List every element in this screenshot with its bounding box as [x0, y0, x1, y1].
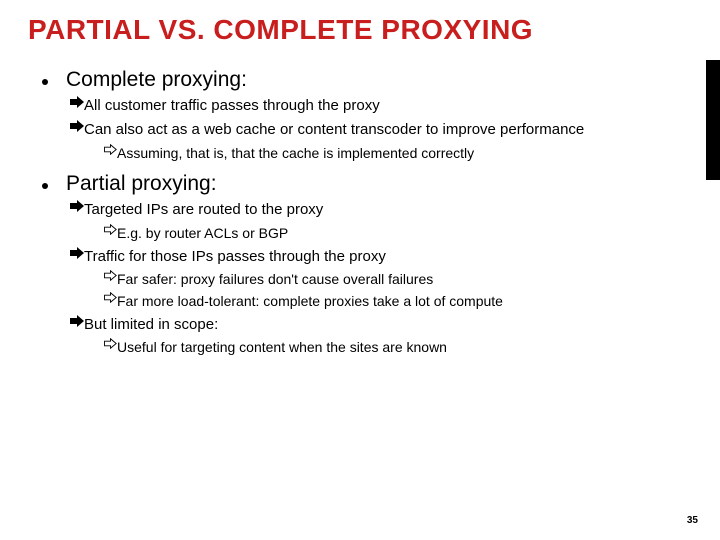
arrow-solid-icon [70, 247, 84, 259]
sub-bullet-text: Far more load-tolerant: complete proxies… [117, 292, 503, 311]
section-heading-text: Complete proxying: [66, 68, 247, 92]
bullet-item: Can also act as a web cache or content t… [70, 120, 692, 140]
bullet-text: But limited in scope: [84, 315, 218, 335]
sub-bullet-item: Far safer: proxy failures don't cause ov… [104, 270, 692, 289]
bullet-dot-icon [42, 183, 48, 189]
sub-bullet-text: E.g. by router ACLs or BGP [117, 224, 288, 243]
bullet-item: Traffic for those IPs passes through the… [70, 247, 692, 267]
arrow-outline-icon [104, 338, 117, 349]
arrow-outline-icon [104, 270, 117, 281]
sub-bullet-text: Far safer: proxy failures don't cause ov… [117, 270, 433, 289]
bullet-text: Targeted IPs are routed to the proxy [84, 200, 323, 220]
bullet-dot-icon [42, 79, 48, 85]
arrow-solid-icon [70, 315, 84, 327]
slide-container: PARTIAL VS. COMPLETE PROXYING Complete p… [0, 0, 720, 367]
arrow-solid-icon [70, 96, 84, 108]
section-heading: Complete proxying: [34, 68, 692, 92]
slide-content: Complete proxying: All customer traffic … [28, 68, 692, 357]
sub-bullet-text: Useful for targeting content when the si… [117, 338, 447, 357]
section-heading-text: Partial proxying: [66, 172, 217, 196]
bullet-text: All customer traffic passes through the … [84, 96, 380, 116]
accent-bar [706, 60, 720, 180]
arrow-outline-icon [104, 144, 117, 155]
slide-title: PARTIAL VS. COMPLETE PROXYING [28, 14, 692, 46]
bullet-item: Targeted IPs are routed to the proxy [70, 200, 692, 220]
arrow-outline-icon [104, 292, 117, 303]
sub-bullet-item: Useful for targeting content when the si… [104, 338, 692, 357]
page-number: 35 [687, 515, 698, 526]
sub-bullet-text: Assuming, that is, that the cache is imp… [117, 144, 474, 163]
bullet-item: All customer traffic passes through the … [70, 96, 692, 116]
sub-bullet-item: Assuming, that is, that the cache is imp… [104, 144, 692, 163]
bullet-text: Can also act as a web cache or content t… [84, 120, 584, 140]
section-heading: Partial proxying: [34, 172, 692, 196]
arrow-solid-icon [70, 120, 84, 132]
arrow-outline-icon [104, 224, 117, 235]
sub-bullet-item: Far more load-tolerant: complete proxies… [104, 292, 692, 311]
sub-bullet-item: E.g. by router ACLs or BGP [104, 224, 692, 243]
arrow-solid-icon [70, 200, 84, 212]
bullet-text: Traffic for those IPs passes through the… [84, 247, 386, 267]
bullet-item: But limited in scope: [70, 315, 692, 335]
